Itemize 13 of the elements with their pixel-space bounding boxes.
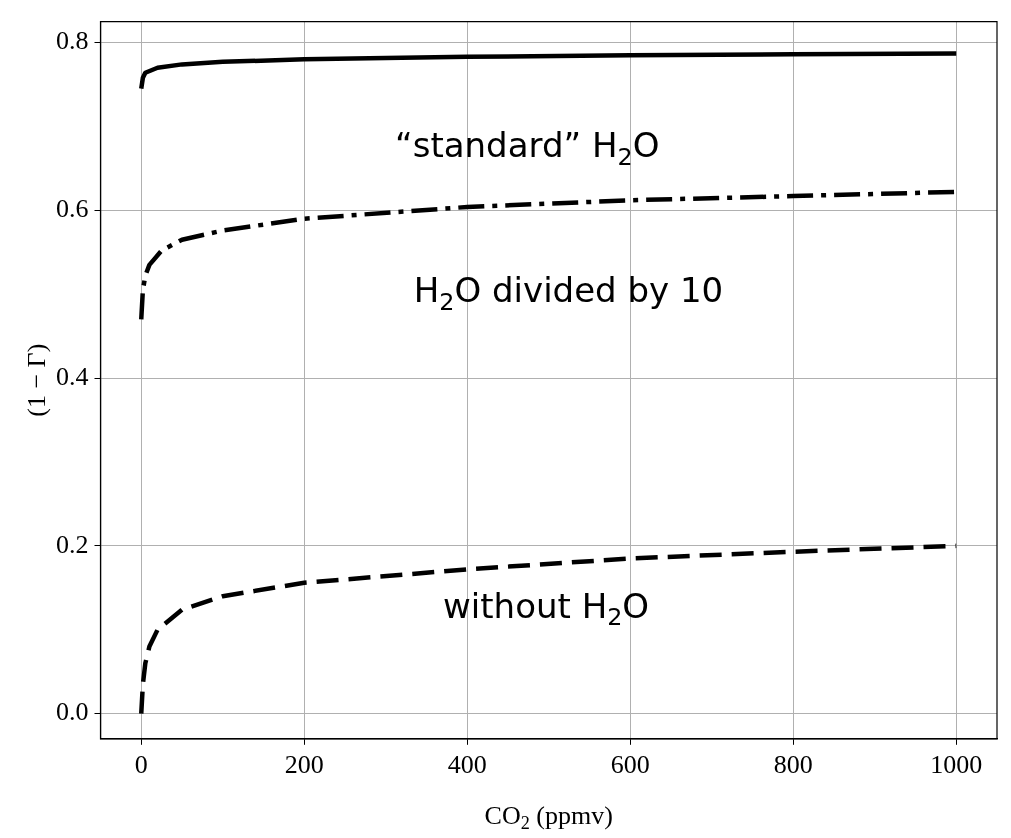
x-tick-label: 1000 [930,750,983,780]
line-series [139,543,959,716]
y-tick-label: 0.8 [56,26,89,56]
y-tick-label: 0.4 [56,361,89,391]
x-tick-label: 0 [134,750,148,780]
x-tick-label: 600 [610,750,650,780]
x-tick-label: 800 [773,750,813,780]
y-tick-label: 0.0 [56,697,89,727]
y-tick-label: 0.2 [56,529,89,559]
x-tick-label: 200 [284,750,324,780]
y-axis-title: (1 − Γ) [21,343,51,417]
y-tick-label: 0.6 [56,194,89,224]
x-tick-label: 400 [447,750,487,780]
